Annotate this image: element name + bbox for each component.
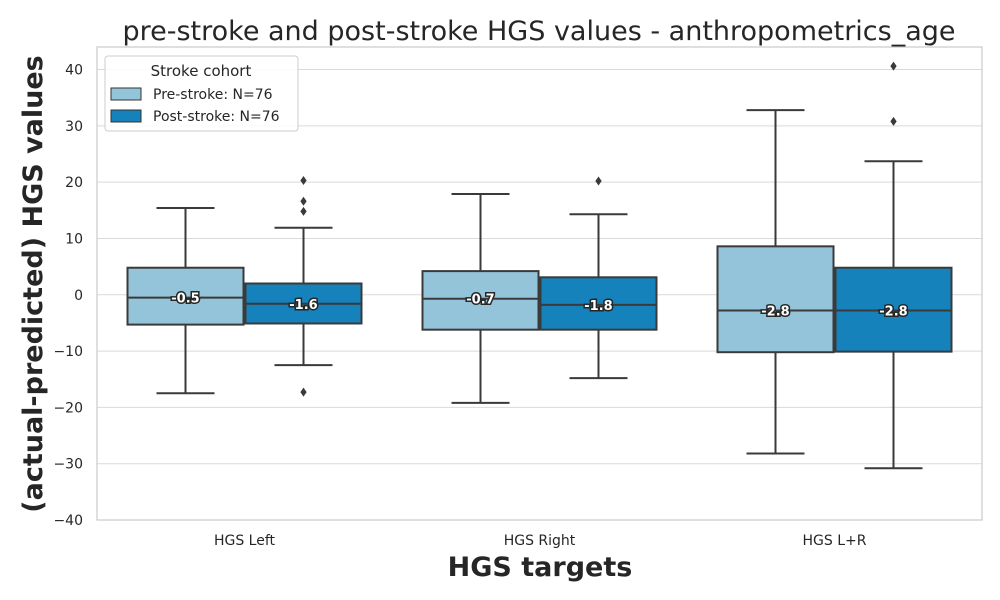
y-tick-label: 10	[65, 231, 83, 247]
median-label: -1.6	[289, 298, 317, 313]
box-group: -1.6	[244, 175, 363, 397]
chart-title: pre-stroke and post-stroke HGS values - …	[122, 16, 955, 47]
median-label: -2.8	[761, 305, 789, 320]
legend: Stroke cohort Pre-stroke: N=76 Post-stro…	[104, 55, 299, 132]
box	[716, 245, 835, 354]
median-label: -2.8	[879, 305, 907, 320]
legend-swatch-pre-stroke	[110, 87, 142, 101]
axis-layer: −40 −30 −20 −10 0 10 20 30 40 HGS Left HGS Right HG…	[53, 63, 866, 549]
box	[421, 270, 540, 331]
y-tick-label: −30	[53, 457, 83, 473]
box-group: -1.8	[539, 176, 658, 380]
y-tick-label: 0	[74, 288, 83, 304]
y-axis-label: (actual-predicted) HGS values	[18, 55, 49, 512]
y-tick-label: 40	[65, 63, 83, 79]
legend-frame	[104, 55, 299, 132]
plot-frame	[96, 46, 983, 521]
x-axis-label: HGS targets	[448, 552, 633, 583]
outlier-point	[595, 176, 602, 186]
x-tick-label: HGS Right	[504, 533, 576, 549]
box-layer: -0.5 -0.7 -2.8 -1.6 -1.8 -2.8	[126, 61, 953, 470]
box-group: -2.8	[716, 109, 835, 455]
median-label: -0.5	[171, 292, 199, 307]
y-tick-label: 30	[65, 119, 83, 135]
outlier-point	[300, 206, 307, 216]
box-group: -2.8	[834, 61, 953, 470]
outlier-point	[300, 196, 307, 206]
x-tick-label: HGS L+R	[803, 533, 867, 549]
box	[126, 266, 245, 326]
box-group: -0.7	[421, 192, 540, 404]
median-label: -0.7	[466, 293, 494, 308]
y-tick-label: −40	[53, 513, 83, 529]
box-group: -0.5	[126, 207, 245, 395]
outlier-point	[890, 116, 897, 126]
median-label: -1.8	[584, 299, 612, 314]
legend-entry-post-stroke: Post-stroke: N=76	[153, 109, 280, 125]
y-tick-label: −20	[53, 400, 83, 416]
outlier-point	[300, 175, 307, 185]
y-tick-label: 20	[65, 175, 83, 191]
y-tick-label: −10	[53, 344, 83, 360]
legend-title: Stroke cohort	[151, 62, 252, 80]
legend-entry-pre-stroke: Pre-stroke: N=76	[153, 87, 273, 103]
outlier-point	[890, 61, 897, 71]
x-tick-label: HGS Left	[214, 533, 276, 549]
legend-swatch-post-stroke	[110, 109, 142, 123]
outlier-point	[300, 387, 307, 397]
box	[539, 276, 658, 331]
